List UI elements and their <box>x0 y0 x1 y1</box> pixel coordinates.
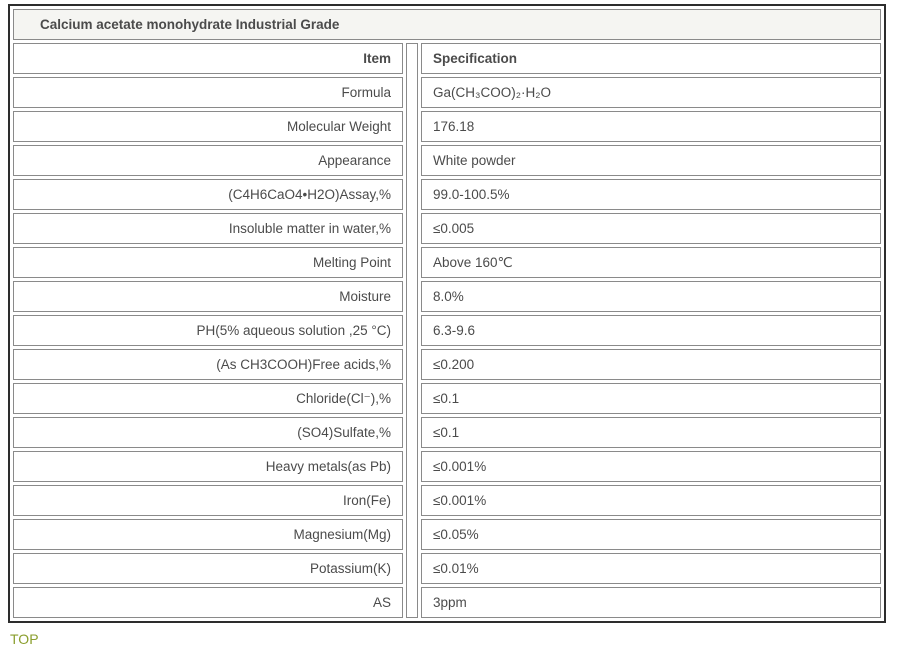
table-row: Molecular Weight 176.18 <box>13 111 881 142</box>
table-row: (As CH3COOH)Free acids,% ≤0.200 <box>13 349 881 380</box>
spec-cell: 3ppm <box>421 587 881 618</box>
title-row: Calcium acetate monohydrate Industrial G… <box>13 9 881 40</box>
item-cell: (C4H6CaO4•H2O)Assay,% <box>13 179 403 210</box>
spec-cell: White powder <box>421 145 881 176</box>
spec-cell: Above 160℃ <box>421 247 881 278</box>
spec-cell: Ga(CH₃COO)₂·H₂O <box>421 77 881 108</box>
table-row: Iron(Fe) ≤0.001% <box>13 485 881 516</box>
item-cell: Magnesium(Mg) <box>13 519 403 550</box>
item-cell: Moisture <box>13 281 403 312</box>
item-cell: AS <box>13 587 403 618</box>
item-cell: Heavy metals(as Pb) <box>13 451 403 482</box>
table-row: Heavy metals(as Pb) ≤0.001% <box>13 451 881 482</box>
item-cell: Iron(Fe) <box>13 485 403 516</box>
table-row: (C4H6CaO4•H2O)Assay,% 99.0-100.5% <box>13 179 881 210</box>
spec-cell: 176.18 <box>421 111 881 142</box>
table-row: PH(5% aqueous solution ,25 °C) 6.3-9.6 <box>13 315 881 346</box>
specification-column-header: Specification <box>421 43 881 74</box>
spec-cell: 8.0% <box>421 281 881 312</box>
spec-cell: 99.0-100.5% <box>421 179 881 210</box>
spec-cell: ≤0.001% <box>421 451 881 482</box>
top-link[interactable]: TOP <box>10 631 39 645</box>
spec-cell: 6.3-9.6 <box>421 315 881 346</box>
item-cell: (SO4)Sulfate,% <box>13 417 403 448</box>
spec-cell: ≤0.1 <box>421 417 881 448</box>
header-row: Item Specification <box>13 43 881 618</box>
table-row: Formula Ga(CH₃COO)₂·H₂O <box>13 77 881 108</box>
spec-cell: ≤0.01% <box>421 553 881 584</box>
table-row: Insoluble matter in water,% ≤0.005 <box>13 213 881 244</box>
spec-cell: ≤0.05% <box>421 519 881 550</box>
item-cell: Molecular Weight <box>13 111 403 142</box>
table-row: Appearance White powder <box>13 145 881 176</box>
item-cell: Potassium(K) <box>13 553 403 584</box>
item-cell: Appearance <box>13 145 403 176</box>
spec-cell: ≤0.001% <box>421 485 881 516</box>
item-cell: Chloride(Cl⁻),% <box>13 383 403 414</box>
item-column-header: Item <box>13 43 403 74</box>
spec-cell: ≤0.1 <box>421 383 881 414</box>
item-cell: (As CH3COOH)Free acids,% <box>13 349 403 380</box>
table-row: AS 3ppm <box>13 587 881 618</box>
item-cell: Insoluble matter in water,% <box>13 213 403 244</box>
spec-cell: ≤0.200 <box>421 349 881 380</box>
item-cell: PH(5% aqueous solution ,25 °C) <box>13 315 403 346</box>
page-title: Calcium acetate monohydrate Industrial G… <box>13 9 881 40</box>
table-row: Potassium(K) ≤0.01% <box>13 553 881 584</box>
table-row: Magnesium(Mg) ≤0.05% <box>13 519 881 550</box>
item-cell: Melting Point <box>13 247 403 278</box>
column-spacer <box>406 43 418 618</box>
table-row: (SO4)Sulfate,% ≤0.1 <box>13 417 881 448</box>
table-row: Moisture 8.0% <box>13 281 881 312</box>
specification-table: Calcium acetate monohydrate Industrial G… <box>8 4 886 623</box>
item-cell: Formula <box>13 77 403 108</box>
table-row: Chloride(Cl⁻),% ≤0.1 <box>13 383 881 414</box>
spec-cell: ≤0.005 <box>421 213 881 244</box>
table-row: Melting Point Above 160℃ <box>13 247 881 278</box>
